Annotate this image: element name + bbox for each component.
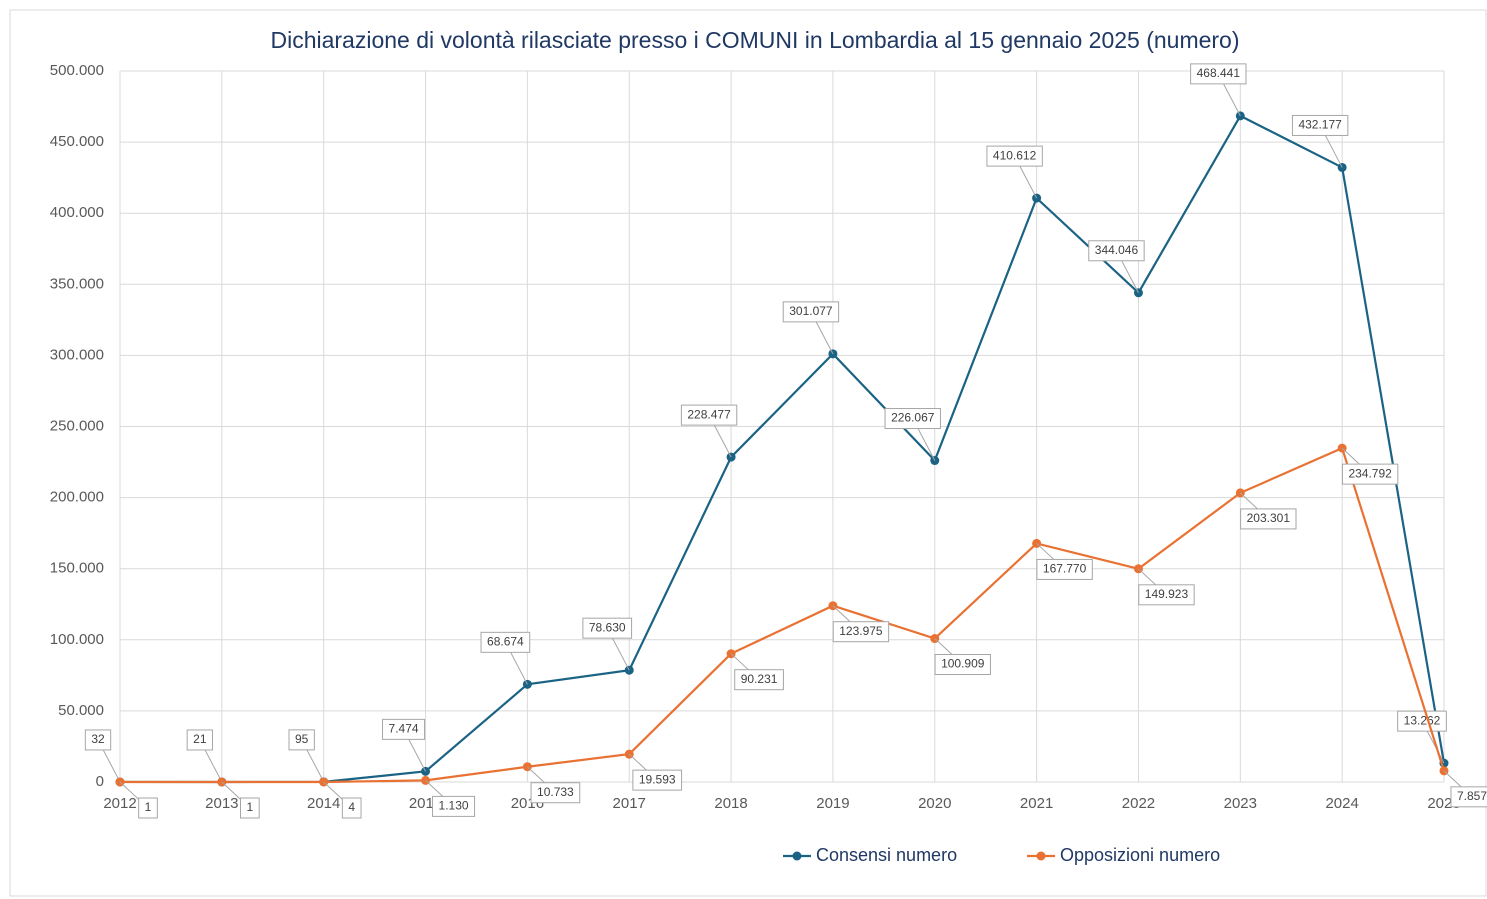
y-tick-label: 50.000 — [58, 702, 104, 719]
data-label: 32 — [91, 732, 105, 746]
x-tick-label: 2018 — [714, 795, 747, 812]
legend-marker — [1036, 851, 1046, 861]
label-box — [240, 797, 260, 819]
y-tick-label: 250.000 — [50, 417, 104, 434]
data-label: 100.909 — [941, 657, 985, 671]
label-box — [341, 797, 362, 819]
label-box — [186, 729, 214, 751]
data-label: 13.262 — [1404, 713, 1441, 727]
x-tick-label: 2020 — [918, 795, 951, 812]
series-line — [119, 114, 1446, 784]
data-label: 90.231 — [741, 672, 778, 686]
y-tick-label: 500.000 — [50, 62, 104, 79]
data-label: 228.477 — [687, 407, 731, 421]
label-box — [382, 718, 426, 740]
series-line — [120, 446, 1446, 784]
legend-marker — [792, 851, 802, 861]
data-label: 432.177 — [1298, 118, 1342, 132]
y-tick-label: 350.000 — [50, 275, 104, 292]
data-label: 234.792 — [1348, 466, 1392, 480]
data-label: 1 — [247, 800, 254, 814]
label-box — [832, 621, 890, 643]
y-tick-label: 200.000 — [50, 489, 104, 506]
data-label: 226.067 — [891, 411, 935, 425]
data-label: 203.301 — [1247, 511, 1291, 525]
data-label: 167.770 — [1043, 562, 1087, 576]
label-box — [432, 795, 476, 817]
x-tick-label: 2023 — [1224, 795, 1257, 812]
label-box — [1291, 114, 1349, 136]
label-box — [884, 408, 941, 430]
y-tick-label: 300.000 — [50, 346, 104, 363]
label-box — [1088, 240, 1145, 262]
data-label: 10.733 — [537, 785, 574, 799]
x-tick-label: 2022 — [1122, 795, 1155, 812]
label-box — [1450, 786, 1487, 808]
label-box — [1341, 463, 1399, 485]
label-box — [530, 782, 581, 804]
label-box — [582, 617, 633, 639]
label-box — [1240, 508, 1297, 530]
x-tick-label: 2017 — [613, 795, 646, 812]
label-box — [782, 301, 840, 323]
data-label: 1.130 — [439, 799, 469, 813]
data-label: 301.077 — [789, 304, 833, 318]
x-tick-label: 2019 — [816, 795, 849, 812]
label-box — [1190, 63, 1247, 85]
chart-border — [9, 9, 1487, 897]
label-box — [1397, 710, 1447, 732]
data-label: 95 — [295, 732, 309, 746]
legend-label: Consensi numero — [816, 845, 957, 865]
chart-title: Dichiarazione di volontà rilasciate pres… — [270, 27, 1239, 53]
y-tick-label: 0 — [96, 773, 104, 790]
label-box — [1138, 584, 1195, 606]
y-tick-label: 100.000 — [50, 631, 104, 648]
label-box — [934, 654, 991, 676]
data-label: 344.046 — [1095, 243, 1139, 257]
label-box — [632, 769, 683, 791]
data-label: 468.441 — [1197, 66, 1241, 80]
data-label: 4 — [348, 800, 355, 814]
label-box — [480, 631, 531, 653]
label-box — [734, 669, 784, 691]
data-label: 78.630 — [589, 620, 626, 634]
x-tick-label: 2014 — [307, 795, 340, 812]
label-box — [84, 729, 112, 751]
data-label: 7.857 — [1457, 789, 1487, 803]
x-tick-label: 2024 — [1325, 795, 1358, 812]
label-box — [680, 404, 738, 426]
label-box — [1036, 558, 1093, 580]
label-box — [986, 145, 1043, 167]
y-tick-label: 450.000 — [50, 133, 104, 150]
x-tick-label: 2021 — [1020, 795, 1053, 812]
x-tick-label: 2012 — [103, 795, 136, 812]
data-label: 7.474 — [389, 722, 419, 736]
data-label: 123.975 — [839, 624, 883, 638]
x-tick-label: 2013 — [205, 795, 238, 812]
y-tick-label: 400.000 — [50, 204, 104, 221]
data-label: 21 — [193, 732, 207, 746]
data-label: 149.923 — [1145, 587, 1189, 601]
data-label: 19.593 — [639, 772, 676, 786]
data-label: 68.674 — [487, 635, 524, 649]
label-box — [138, 797, 158, 819]
legend-label: Opposizioni numero — [1060, 845, 1220, 865]
label-box — [288, 729, 315, 751]
data-label: 410.612 — [993, 148, 1037, 162]
y-tick-label: 150.000 — [50, 560, 104, 577]
data-label: 1 — [145, 800, 152, 814]
